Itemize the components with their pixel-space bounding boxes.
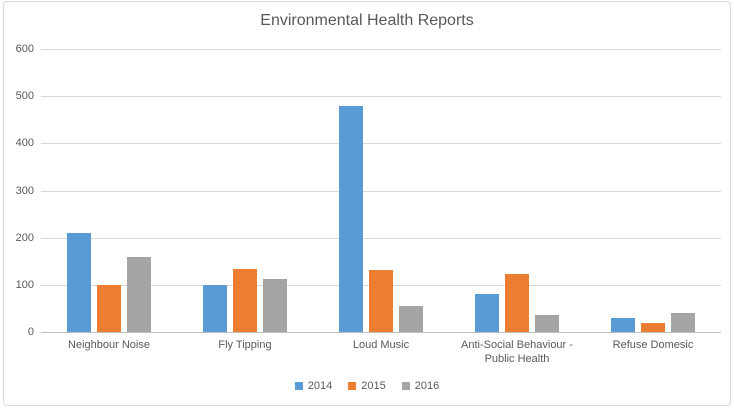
bar-2016-neighbour-noise[interactable] <box>127 257 151 332</box>
bar-2015-loud-music[interactable] <box>369 270 393 332</box>
legend-label-2014: 2014 <box>307 380 333 392</box>
y-tick-label-200: 200 <box>15 231 34 244</box>
gridline-400 <box>41 143 721 144</box>
bar-2014-loud-music[interactable] <box>339 106 363 332</box>
bar-group-neighbour-noise <box>41 49 177 332</box>
x-axis-label-anti-social-behaviour-public-health: Anti-Social Behaviour - Public Health <box>461 339 573 365</box>
legend-swatch-2014 <box>294 382 303 390</box>
legend-item-2016[interactable]: 2016 <box>401 380 440 392</box>
chart-frame: Environmental Health Reports 0 100 200 300 4… <box>3 1 731 406</box>
legend: 2014 2015 2016 <box>4 380 730 392</box>
x-axis-label-loud-music: Loud Music <box>352 339 410 351</box>
y-tick-label-300: 300 <box>15 184 34 197</box>
legend-label-2016: 2016 <box>414 380 440 392</box>
y-tick-label-100: 100 <box>15 278 34 291</box>
chart-title: Environmental Health Reports <box>260 12 474 29</box>
x-axis-label-neighbour-noise: Neighbour Noise <box>68 339 150 351</box>
gridline-300 <box>41 191 721 192</box>
x-axis-label-fly-tipping: Fly Tipping <box>218 339 272 351</box>
legend-item-2014[interactable]: 2014 <box>294 380 333 392</box>
y-tick-label-600: 600 <box>15 43 34 55</box>
bar-2014-refuse-domesic[interactable] <box>611 318 635 332</box>
bar-2015-refuse-domesic[interactable] <box>641 323 665 332</box>
bar-2016-loud-music[interactable] <box>399 306 423 332</box>
bar-2014-neighbour-noise[interactable] <box>67 233 91 332</box>
bar-2015-anti-social-behaviour-public-health[interactable] <box>505 274 529 332</box>
bar-2014-anti-social-behaviour-public-health[interactable] <box>475 294 499 332</box>
legend-swatch-2016 <box>401 382 410 390</box>
y-tick-label-0: 0 <box>27 326 34 338</box>
y-tick-label-500: 500 <box>15 90 34 103</box>
gridline-500 <box>41 96 721 97</box>
bar-2016-refuse-domesic[interactable] <box>671 313 695 332</box>
legend-swatch-2015 <box>348 382 357 390</box>
bar-2016-anti-social-behaviour-public-health[interactable] <box>535 315 559 332</box>
bar-group-anti-social-behaviour-public-health <box>449 49 585 332</box>
bar-2015-neighbour-noise[interactable] <box>97 285 121 332</box>
bar-2015-fly-tipping[interactable] <box>233 269 257 332</box>
bar-group-refuse-domesic <box>585 49 721 332</box>
bar-group-loud-music <box>313 49 449 332</box>
plot-area <box>41 49 721 333</box>
gridline-600 <box>41 49 721 50</box>
bar-2014-fly-tipping[interactable] <box>203 285 227 332</box>
gridline-200 <box>41 238 721 239</box>
bar-2016-fly-tipping[interactable] <box>263 279 287 332</box>
legend-item-2015[interactable]: 2015 <box>348 380 386 392</box>
bar-group-fly-tipping <box>177 49 313 332</box>
bar-groups <box>41 49 721 332</box>
x-axis-labels: Neighbour Noise Fly Tipping Loud Music Anti… <box>41 338 721 366</box>
y-tick-label-400: 400 <box>15 137 34 150</box>
x-axis-label-refuse-domesic: Refuse Domesic <box>612 339 694 351</box>
legend-label-2015: 2015 <box>361 380 386 392</box>
